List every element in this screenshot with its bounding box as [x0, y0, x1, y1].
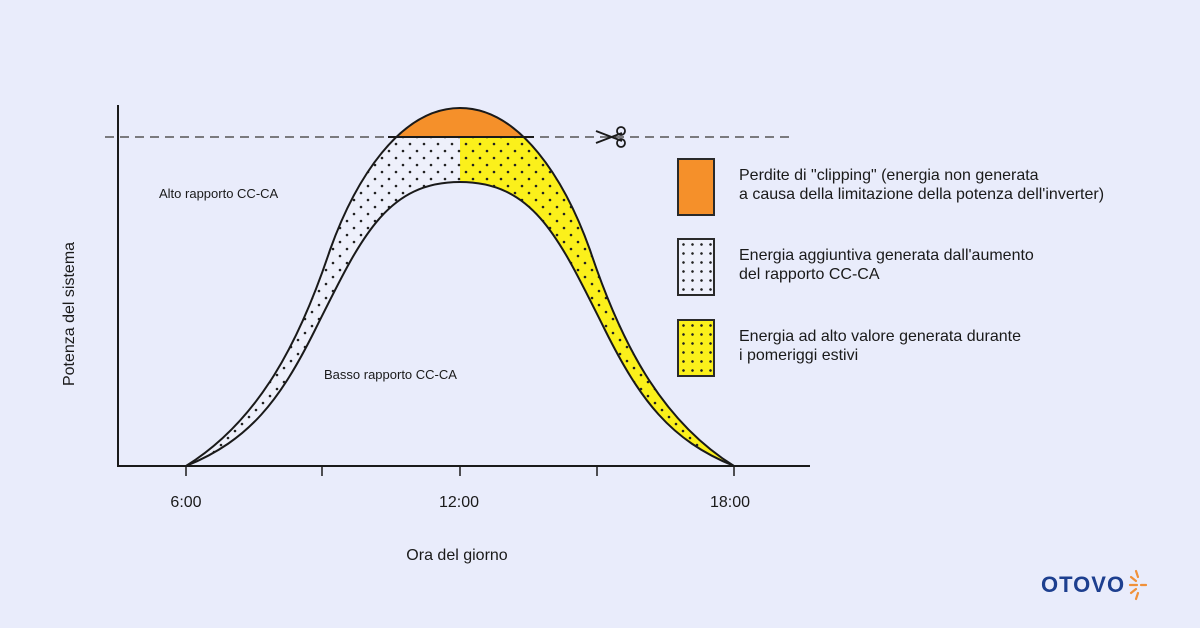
high-ratio-curve — [185, 106, 735, 467]
x-tick-label: 18:00 — [710, 494, 750, 511]
low-ratio-label: Basso rapporto CC-CA — [324, 367, 457, 382]
high-ratio-label: Alto rapporto CC-CA — [159, 186, 279, 201]
low-ratio-curve — [185, 180, 735, 467]
legend-swatch-orange — [677, 158, 715, 216]
legend-text: Perdite di "clipping" (energia non gener… — [739, 167, 1105, 203]
legend-item-high-value: Energia ad alto valore generata durante … — [677, 319, 1179, 377]
sun-icon — [1128, 569, 1148, 601]
logo-text: OTOVO — [1041, 572, 1126, 597]
legend-swatch-yellow — [677, 319, 715, 377]
extra-energy-area — [186, 137, 460, 466]
legend-item-extra-energy: Energia aggiuntiva generata dall'aumento… — [677, 238, 1179, 296]
legend-item-clipping: Perdite di "clipping" (energia non gener… — [677, 158, 1179, 216]
otovo-logo: OTOVO — [1041, 568, 1148, 602]
legend-text: Energia ad alto valore generata durante … — [739, 328, 1021, 364]
summer-afternoon-area — [460, 137, 734, 466]
legend-text: Energia aggiuntiva generata dall'aumento… — [739, 247, 1034, 283]
x-axis-label: Ora del giorno — [406, 547, 507, 564]
y-axis-label: Potenza del sistema — [61, 242, 78, 386]
legend-swatch-dotted — [677, 238, 715, 296]
scissors-icon — [595, 126, 626, 148]
x-tick-label: 6:00 — [170, 494, 201, 511]
x-tick-label: 12:00 — [439, 494, 479, 511]
